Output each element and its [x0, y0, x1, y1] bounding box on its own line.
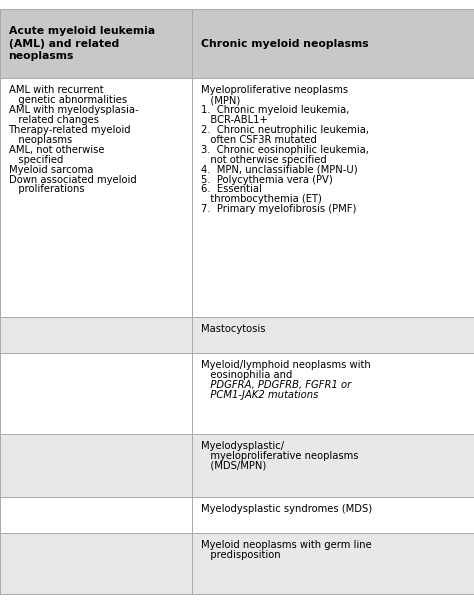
Text: Myeloproliferative neoplasms: Myeloproliferative neoplasms — [201, 85, 347, 95]
Text: thrombocythemia (ET): thrombocythemia (ET) — [201, 194, 321, 204]
Text: Myelodysplastic syndromes (MDS): Myelodysplastic syndromes (MDS) — [201, 504, 372, 514]
Text: (MDS/MPN): (MDS/MPN) — [201, 461, 266, 470]
Text: 4.  MPN, unclassifiable (MPN-U): 4. MPN, unclassifiable (MPN-U) — [201, 165, 357, 175]
Text: neoplasms: neoplasms — [9, 134, 72, 145]
Text: eosinophilia and: eosinophilia and — [201, 370, 292, 380]
Text: PDGFRA, PDGFRB, FGFR1 or: PDGFRA, PDGFRB, FGFR1 or — [201, 380, 351, 390]
Text: Myeloid/lymphoid neoplasms with: Myeloid/lymphoid neoplasms with — [201, 360, 370, 370]
Bar — [0, 533, 474, 594]
Bar — [0, 78, 474, 317]
Bar — [0, 353, 474, 434]
Text: 3.  Chronic eosinophilic leukemia,: 3. Chronic eosinophilic leukemia, — [201, 145, 368, 155]
Text: 1.  Chronic myeloid leukemia,: 1. Chronic myeloid leukemia, — [201, 105, 349, 115]
Text: PCM1-JAK2 mutations: PCM1-JAK2 mutations — [201, 390, 318, 400]
Text: myeloproliferative neoplasms: myeloproliferative neoplasms — [201, 450, 358, 461]
Text: Acute myeloid leukemia
(AML) and related
neoplasms: Acute myeloid leukemia (AML) and related… — [9, 26, 155, 61]
Text: Chronic myeloid neoplasms: Chronic myeloid neoplasms — [201, 39, 368, 49]
Text: AML with myelodysplasia-: AML with myelodysplasia- — [9, 105, 138, 115]
Text: AML, not otherwise: AML, not otherwise — [9, 145, 104, 155]
Text: Myeloid neoplasms with germ line: Myeloid neoplasms with germ line — [201, 540, 371, 550]
Text: not otherwise specified: not otherwise specified — [201, 154, 326, 165]
Text: often CSF3R mutated: often CSF3R mutated — [201, 134, 316, 145]
Text: Therapy-related myeloid: Therapy-related myeloid — [9, 125, 131, 135]
Bar — [0, 9, 474, 78]
Text: Mastocytosis: Mastocytosis — [201, 324, 265, 333]
Text: 5.  Polycythemia vera (PV): 5. Polycythemia vera (PV) — [201, 174, 332, 185]
Text: (MPN): (MPN) — [201, 95, 240, 105]
Text: specified: specified — [9, 154, 63, 165]
Text: 2.  Chronic neutrophilic leukemia,: 2. Chronic neutrophilic leukemia, — [201, 125, 368, 135]
Text: BCR-ABL1+: BCR-ABL1+ — [201, 115, 267, 125]
Text: Down associated myeloid: Down associated myeloid — [9, 174, 137, 185]
Text: 7.  Primary myelofibrosis (PMF): 7. Primary myelofibrosis (PMF) — [201, 204, 356, 214]
Bar — [0, 497, 474, 533]
Text: related changes: related changes — [9, 115, 99, 125]
Text: proliferations: proliferations — [9, 185, 84, 194]
Text: AML with recurrent: AML with recurrent — [9, 85, 103, 95]
Bar — [0, 317, 474, 353]
Text: Myeloid sarcoma: Myeloid sarcoma — [9, 165, 93, 175]
Text: Myelodysplastic/: Myelodysplastic/ — [201, 441, 283, 450]
Bar — [0, 434, 474, 497]
Text: genetic abnormalities: genetic abnormalities — [9, 95, 127, 105]
Text: 6.  Essential: 6. Essential — [201, 185, 261, 194]
Text: predisposition: predisposition — [201, 550, 280, 560]
